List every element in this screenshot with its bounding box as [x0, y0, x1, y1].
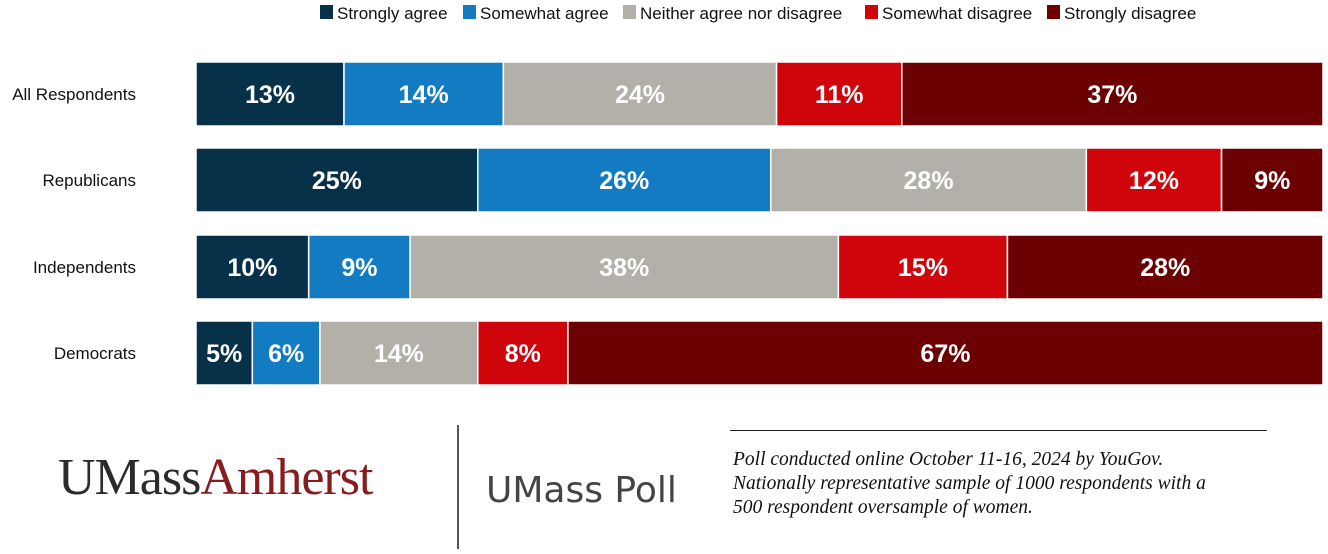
logo-divider: [457, 425, 459, 549]
logo-umass-text: UMass: [58, 449, 201, 506]
bar-all-respondents-neither-agree-nor-disagree: [502, 61, 778, 127]
bar-label-republicans-neither-agree-nor-disagree: 28%: [904, 167, 954, 195]
legend-swatch-somewhat-disagree: [865, 5, 878, 19]
bar-republicans-strongly-agree: [195, 147, 479, 213]
bar-democrats-somewhat-agree: [251, 320, 321, 386]
bar-label-democrats-neither-agree-nor-disagree: 14%: [374, 340, 424, 368]
bar-independents-somewhat-disagree: [837, 234, 1009, 300]
legend-swatch-neither-agree-nor-disagree: [623, 5, 636, 19]
bar-label-democrats-somewhat-agree: 6%: [268, 340, 304, 368]
bar-all-respondents-somewhat-agree: [343, 61, 505, 127]
bar-label-all-respondents-somewhat-agree: 14%: [399, 81, 449, 109]
methodology-note: Poll conducted online October 11-16, 202…: [733, 448, 1293, 520]
legend-label-neither-agree-nor-disagree: Neither agree nor disagree: [640, 4, 842, 23]
bar-label-all-respondents-somewhat-disagree: 11%: [815, 81, 864, 109]
bar-republicans-neither-agree-nor-disagree: [770, 147, 1088, 213]
category-label-all-respondents: All Respondents: [12, 85, 136, 104]
methodology-line-3: 500 respondent oversample of women.: [733, 497, 1033, 518]
bar-label-independents-strongly-agree: 10%: [227, 254, 277, 282]
bar-democrats-strongly-disagree: [567, 320, 1324, 386]
legend-label-strongly-disagree: Strongly disagree: [1064, 4, 1196, 23]
bar-label-independents-somewhat-agree: 9%: [341, 254, 377, 282]
bar-label-democrats-somewhat-disagree: 8%: [505, 340, 541, 368]
bar-label-independents-strongly-disagree: 28%: [1140, 254, 1190, 282]
stacked-bar-chart: Strongly agree Somewhat agree Neither agre…: [12, 4, 1324, 386]
bar-label-republicans-strongly-agree: 25%: [312, 167, 362, 195]
bar-independents-strongly-disagree: [1006, 234, 1324, 300]
bar-independents-neither-agree-nor-disagree: [409, 234, 840, 300]
legend-swatch-somewhat-agree: [463, 5, 476, 19]
bar-all-respondents-strongly-agree: [195, 61, 345, 127]
bar-democrats-strongly-agree: [195, 320, 254, 386]
bar-label-all-respondents-strongly-agree: 13%: [245, 81, 295, 109]
methodology-line-2: Nationally representative sample of 1000…: [733, 473, 1206, 494]
category-label-democrats: Democrats: [54, 344, 136, 363]
legend-label-somewhat-disagree: Somewhat disagree: [882, 4, 1032, 23]
footnote-rule: [730, 430, 1267, 431]
category-label-independents: Independents: [33, 258, 136, 277]
logo-amherst-text: Amherst: [200, 449, 373, 506]
bar-label-all-respondents-neither-agree-nor-disagree: 24%: [615, 81, 665, 109]
bar-label-independents-somewhat-disagree: 15%: [898, 254, 948, 282]
bar-label-democrats-strongly-disagree: 67%: [920, 340, 970, 368]
bar-democrats-somewhat-disagree: [477, 320, 569, 386]
bar-label-independents-neither-agree-nor-disagree: 38%: [599, 254, 649, 282]
bar-republicans-strongly-disagree: [1220, 147, 1324, 213]
legend-label-somewhat-agree: Somewhat agree: [480, 4, 609, 23]
bar-republicans-somewhat-disagree: [1085, 147, 1223, 213]
methodology-line-1: Poll conducted online October 11-16, 202…: [733, 449, 1164, 470]
bar-label-republicans-somewhat-disagree: 12%: [1129, 167, 1179, 195]
legend-swatch-strongly-agree: [320, 5, 333, 19]
bar-label-republicans-strongly-disagree: 9%: [1254, 167, 1290, 195]
legend-label-strongly-agree: Strongly agree: [337, 4, 448, 23]
bar-republicans-somewhat-agree: [477, 147, 772, 213]
bar-democrats-neither-agree-nor-disagree: [319, 320, 479, 386]
bar-all-respondents-strongly-disagree: [901, 61, 1324, 127]
legend-swatch-strongly-disagree: [1047, 5, 1060, 19]
bar-independents-somewhat-agree: [307, 234, 411, 300]
bar-label-republicans-somewhat-agree: 26%: [599, 167, 649, 195]
poll-name: UMass Poll: [486, 470, 677, 511]
category-label-republicans: Republicans: [42, 171, 136, 190]
bar-label-democrats-strongly-agree: 5%: [206, 340, 242, 368]
bar-label-all-respondents-strongly-disagree: 37%: [1087, 81, 1137, 109]
umass-amherst-logo: UMassAmherst: [58, 449, 373, 506]
